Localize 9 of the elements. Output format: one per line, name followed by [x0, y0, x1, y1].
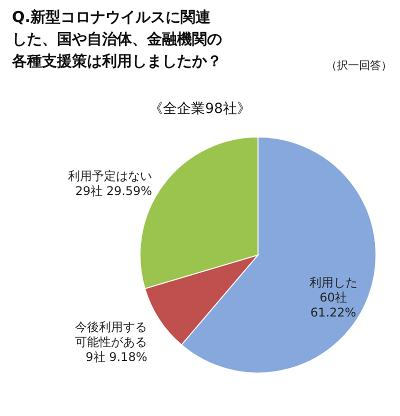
data-label: 29社 29.59% [75, 184, 152, 198]
slice-label: 今後利用する可能性がある [75, 320, 148, 350]
chart-subtitle: 《全企業98社》 [149, 101, 251, 117]
slice-label: 利用した [309, 276, 358, 290]
chart-title: Q.新型コロナウイルスに関連した、国や自治体、金融機関の各種支援策は利用しましたか？ [11, 8, 222, 70]
slice-label: 利用予定はない [68, 168, 152, 183]
data-label: 9社 9.18% [86, 350, 148, 364]
data-label: 60社 61.22% [310, 290, 356, 320]
text: （択一回答） [326, 59, 392, 72]
